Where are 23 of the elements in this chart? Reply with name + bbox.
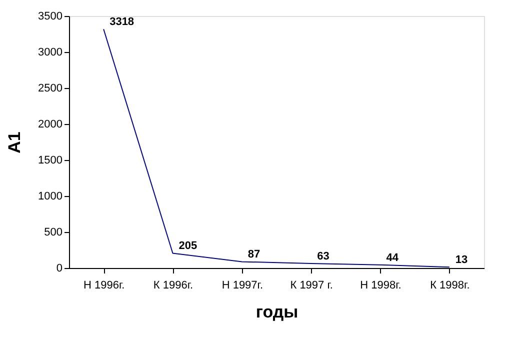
y-axis-title: А1 bbox=[5, 132, 24, 154]
data-label: 87 bbox=[248, 248, 260, 261]
x-tick-label: К 1996г. bbox=[153, 280, 194, 292]
data-label: 63 bbox=[317, 250, 330, 262]
line-series bbox=[103, 28, 450, 268]
x-tick-label: К 1997 г. bbox=[290, 280, 333, 292]
x-tick-label: Н 1998г. bbox=[360, 280, 402, 292]
data-label: 13 bbox=[455, 254, 468, 266]
x-axis-title: годы bbox=[256, 302, 298, 322]
data-label: 205 bbox=[178, 240, 198, 252]
x-tick-label: Н 1997г. bbox=[222, 280, 264, 292]
data-label: 44 bbox=[386, 252, 400, 264]
y-tick-label: 3500 bbox=[38, 10, 62, 22]
y-tick-label: 2500 bbox=[38, 82, 62, 94]
y-tick-label: 0 bbox=[56, 262, 62, 274]
y-tick-label: 1000 bbox=[38, 190, 62, 202]
x-tick-label: К 1998г. bbox=[430, 280, 470, 292]
y-tick-label: 1500 bbox=[38, 154, 62, 166]
y-tick-label: 500 bbox=[44, 226, 62, 238]
y-tick-label: 2000 bbox=[38, 118, 62, 130]
x-tick-label: Н 1996г. bbox=[83, 280, 125, 292]
y-tick-label: 3000 bbox=[38, 46, 62, 58]
data-label: 3318 bbox=[110, 16, 134, 28]
